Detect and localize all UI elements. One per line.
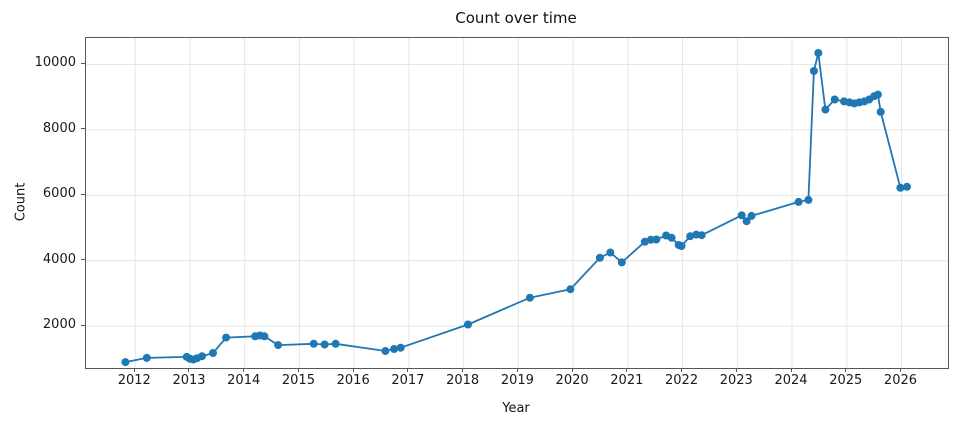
x-tick-label: 2015 [281, 373, 315, 388]
data-point [814, 49, 823, 57]
chart-canvas [86, 38, 948, 368]
data-point [320, 340, 329, 349]
x-tick-mark [516, 368, 518, 372]
x-tick-label: 2012 [117, 373, 151, 388]
x-tick-mark [626, 368, 628, 372]
data-point [464, 320, 472, 329]
x-tick-mark [899, 368, 901, 372]
x-tick-label: 2017 [391, 373, 425, 388]
x-tick-mark [845, 368, 847, 372]
data-point [830, 95, 839, 104]
x-tick-mark [133, 368, 135, 372]
data-point [222, 333, 231, 342]
data-point [896, 183, 905, 192]
y-tick-mark [81, 128, 85, 130]
data-point [903, 182, 911, 191]
data-point [274, 341, 283, 350]
x-tick-label: 2019 [500, 373, 534, 388]
data-point [390, 345, 399, 353]
data-point [667, 233, 676, 242]
chart-title: Count over time [455, 9, 577, 27]
y-tick-label: 2000 [42, 317, 76, 333]
x-tick-label: 2022 [665, 373, 699, 388]
x-tick-mark [243, 368, 245, 372]
data-point [525, 293, 534, 302]
x-tick-label: 2016 [336, 373, 370, 388]
x-tick-label: 2024 [774, 373, 808, 388]
data-point [794, 197, 803, 206]
x-tick-label: 2025 [829, 373, 863, 388]
data-point [809, 67, 818, 75]
data-point [198, 352, 206, 361]
x-tick-mark [188, 368, 190, 372]
data-point [876, 107, 885, 116]
y-tick-label: 8000 [42, 120, 76, 136]
data-point [804, 195, 813, 204]
y-tick-mark [81, 259, 85, 261]
data-point [747, 211, 756, 220]
x-axis-label: Year [502, 401, 530, 416]
data-point [209, 349, 217, 357]
y-tick-label: 6000 [42, 186, 76, 202]
y-tick-label: 10000 [34, 55, 76, 71]
x-tick-mark [462, 368, 464, 372]
x-tick-label: 2014 [227, 373, 261, 388]
x-tick-label: 2020 [555, 373, 589, 388]
data-point [566, 285, 575, 294]
x-tick-mark [735, 368, 737, 372]
x-tick-label: 2013 [172, 373, 206, 388]
data-point [821, 105, 830, 114]
data-point [686, 232, 695, 241]
y-tick-label: 4000 [42, 251, 76, 267]
plot-area [85, 37, 949, 369]
data-point [617, 258, 626, 267]
data-point [142, 353, 151, 362]
data-line [124, 52, 908, 364]
data-point [309, 339, 318, 348]
y-tick-mark [81, 324, 85, 326]
x-tick-label: 2023 [719, 373, 753, 388]
x-tick-label: 2026 [883, 373, 918, 388]
data-point [121, 358, 130, 367]
data-point [742, 217, 751, 226]
x-tick-mark [681, 368, 683, 372]
data-point [677, 242, 686, 250]
data-point [396, 343, 405, 352]
x-tick-mark [571, 368, 573, 372]
data-point [697, 231, 706, 240]
data-point [260, 332, 269, 341]
x-tick-mark [790, 368, 792, 372]
data-point [606, 248, 615, 257]
data-point [595, 253, 604, 262]
data-point [331, 339, 340, 348]
y-tick-mark [81, 62, 85, 64]
x-tick-mark [297, 368, 299, 372]
x-tick-mark [352, 368, 354, 372]
x-tick-mark [407, 368, 409, 372]
data-point [873, 90, 882, 99]
data-point [737, 211, 746, 220]
data-point [652, 235, 661, 244]
y-tick-mark [81, 193, 85, 195]
x-tick-label: 2018 [446, 373, 480, 388]
data-point [381, 347, 390, 355]
x-tick-label: 2021 [610, 373, 644, 388]
